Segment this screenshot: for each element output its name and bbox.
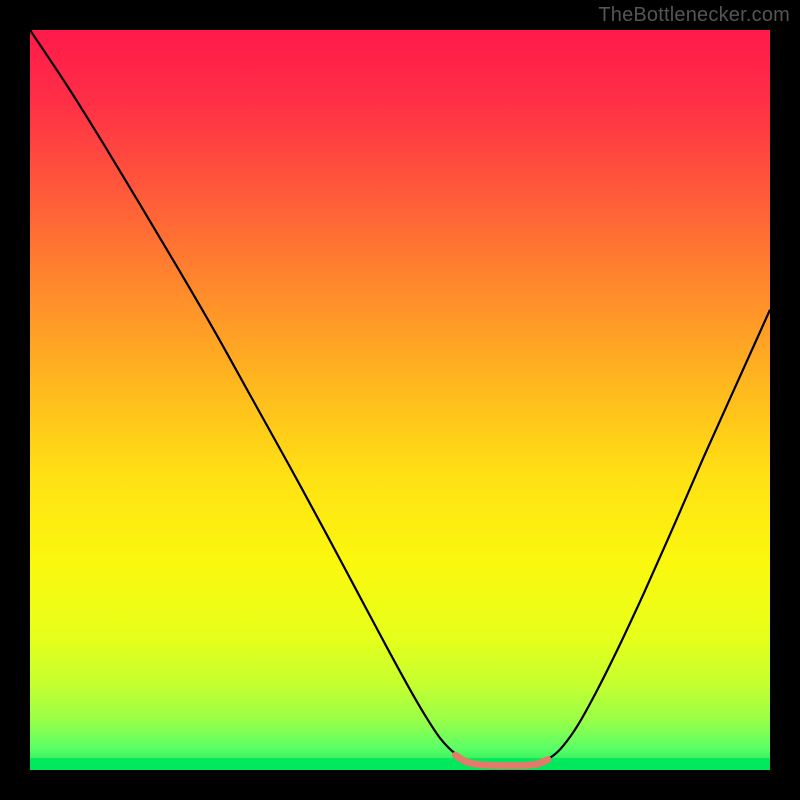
plot-svg — [30, 30, 770, 770]
bottom-green-band — [30, 758, 770, 770]
gradient-background — [30, 30, 770, 770]
watermark-text: TheBottlenecker.com — [598, 4, 790, 27]
plot-area — [30, 30, 770, 770]
chart-container: TheBottlenecker.com — [0, 0, 800, 800]
